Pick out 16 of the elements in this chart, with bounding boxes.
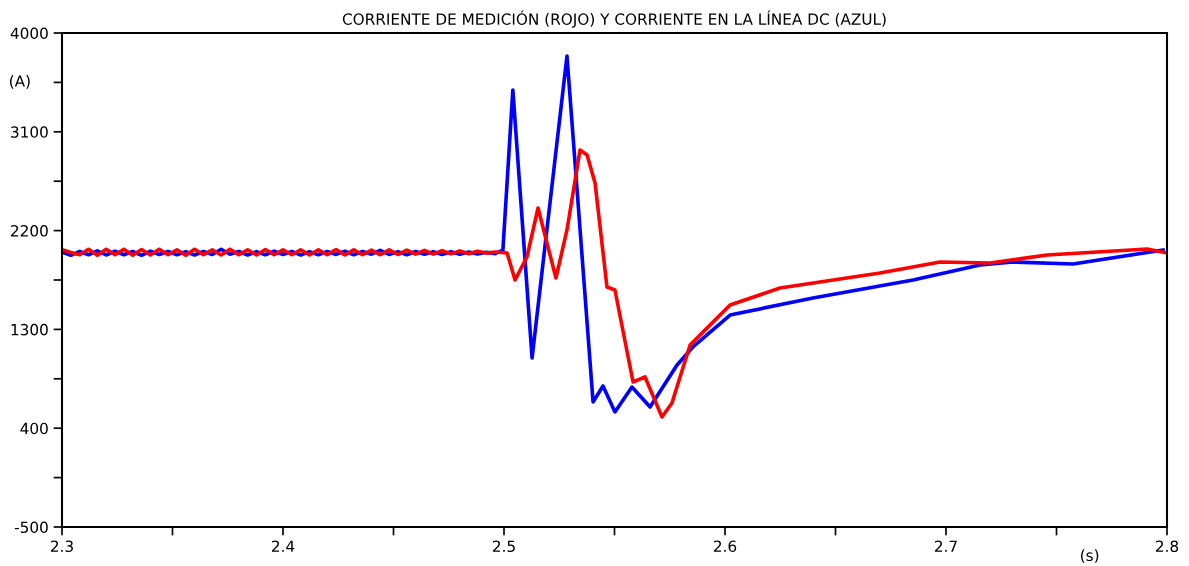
x-tick-label: 2.8 <box>1155 540 1179 553</box>
x-tick-label: 2.7 <box>934 540 957 552</box>
x-tick-label: 2.6 <box>713 540 737 553</box>
y-tick-label: 3100 <box>11 126 48 138</box>
x-tick-label: 2.3 <box>50 540 73 553</box>
x-axis-title: (s) <box>1081 549 1099 563</box>
y-tick-label: 4000 <box>10 27 48 40</box>
y-tick-label: 1300 <box>11 323 48 336</box>
line-series <box>62 148 1167 419</box>
y-tick-label: 400 <box>20 422 48 435</box>
chart-title: CORRIENTE DE MEDICIÓN (ROJO) Y CORRIENTE EN LA LÍNEA DC (AZUL) <box>342 10 886 28</box>
y-axis-title: (A) <box>10 75 30 89</box>
y-tick-label: -500 <box>14 521 48 534</box>
x-tick-label: 2.5 <box>492 540 515 553</box>
y-tick-label: 2200 <box>11 225 48 237</box>
x-tick-label: 2.4 <box>271 540 295 552</box>
